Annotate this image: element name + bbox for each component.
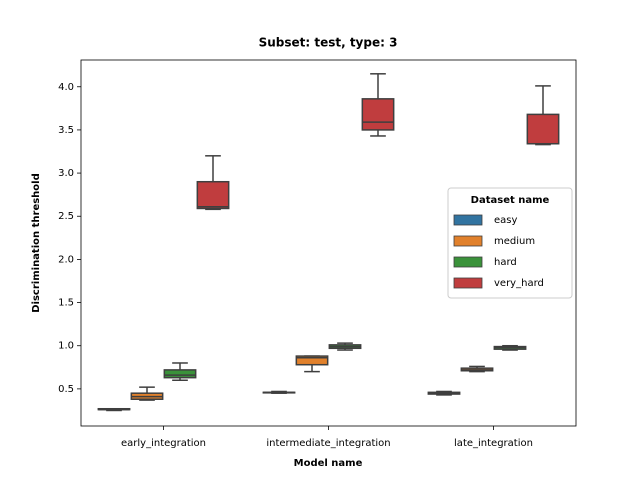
y-tick-label: 2.5 — [58, 211, 74, 222]
legend-label: easy — [494, 215, 517, 226]
box — [295, 355, 329, 366]
legend-swatch — [453, 256, 483, 268]
legend-swatch — [453, 214, 483, 226]
box — [163, 369, 197, 379]
plot-frame — [80, 59, 577, 427]
box — [361, 98, 395, 131]
y-axis-label: Discrimination threshold — [31, 173, 42, 313]
x-tick-label: intermediate_integration — [266, 438, 390, 449]
legend-swatch — [453, 277, 483, 289]
x-axis-label: Model name — [294, 458, 363, 469]
legend-title: Dataset name — [471, 195, 550, 206]
y-tick-label: 3.5 — [58, 125, 74, 136]
y-tick-label: 1.5 — [58, 298, 74, 309]
legend-label: hard — [494, 257, 517, 268]
y-tick-label: 4.0 — [58, 82, 74, 93]
x-tick-label: late_integration — [454, 438, 533, 449]
y-tick-label: 2.0 — [58, 254, 74, 265]
x-tick-label: early_integration — [121, 438, 206, 449]
box — [196, 180, 230, 210]
y-tick-label: 0.5 — [58, 384, 74, 395]
legend-label: very_hard — [494, 278, 544, 289]
legend-swatch — [453, 235, 483, 247]
box — [526, 113, 560, 145]
y-tick-label: 1.0 — [58, 341, 74, 352]
y-tick-label: 3.0 — [58, 168, 74, 179]
legend-label: medium — [494, 236, 535, 247]
chart-title: Subset: test, type: 3 — [259, 36, 398, 50]
